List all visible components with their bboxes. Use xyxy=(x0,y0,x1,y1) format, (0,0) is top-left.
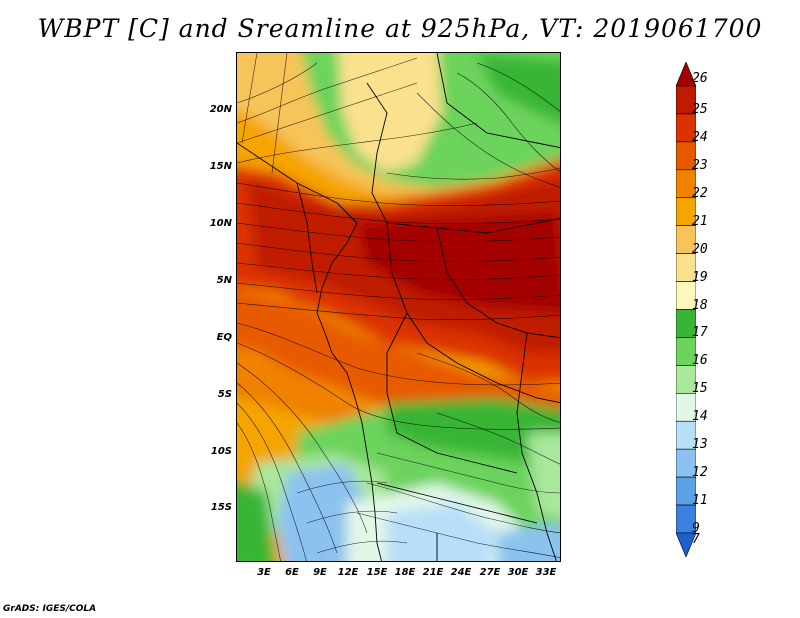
colorbar xyxy=(676,62,696,557)
colorbar-seg-17 xyxy=(676,532,696,557)
wbpt-map xyxy=(237,53,560,561)
colorbar-label: 14 xyxy=(692,409,708,425)
lon-label-18e: 18E xyxy=(394,567,416,578)
lon-label-9e: 9E xyxy=(313,567,327,578)
colorbar-label: 7 xyxy=(692,532,700,547)
lon-label-30e: 30E xyxy=(507,567,529,578)
lat-label-15s: 15S xyxy=(210,502,232,513)
lon-label-27e: 27E xyxy=(479,567,501,578)
lat-label-10n: 10N xyxy=(209,218,232,229)
colorbar-label: 12 xyxy=(692,465,708,481)
lon-label-21e: 21E xyxy=(422,567,444,578)
colorbar-label: 13 xyxy=(692,437,708,453)
colorbar-label: 16 xyxy=(692,353,708,369)
colorbar-label: 11 xyxy=(692,493,708,509)
streamlines xyxy=(237,53,560,561)
colorbar-label: 24 xyxy=(692,129,708,145)
colorbar-label: 20 xyxy=(692,241,708,257)
colorbar-label: 23 xyxy=(692,157,708,173)
colorbar-label: 25 xyxy=(692,101,708,117)
colorbar-label: 15 xyxy=(692,381,708,397)
lat-label-10s: 10S xyxy=(210,446,232,457)
colorbar-label: 18 xyxy=(692,297,708,313)
lon-label-3e: 3E xyxy=(257,567,271,578)
colorbar-label: 19 xyxy=(692,269,708,285)
lon-label-24e: 24E xyxy=(450,567,472,578)
lat-label-20n: 20N xyxy=(209,104,232,115)
chart-title: WBPT [C] and Sreamline at 925hPa, VT: 20… xyxy=(37,14,763,43)
map-panel xyxy=(236,52,561,562)
grads-credit: GrADS: IGES/COLA xyxy=(3,604,97,614)
lon-label-33e: 33E xyxy=(535,567,557,578)
lon-label-15e: 15E xyxy=(366,567,388,578)
country-borders xyxy=(237,53,560,561)
colorbar-label: 22 xyxy=(692,185,708,201)
lat-label-5s: 5S xyxy=(217,389,232,400)
lat-label-eq: EQ xyxy=(216,332,232,343)
lon-label-6e: 6E xyxy=(285,567,299,578)
colorbar-label: 17 xyxy=(692,325,708,341)
colorbar-label: 21 xyxy=(692,213,708,229)
lat-label-15n: 15N xyxy=(209,161,232,172)
lon-label-12e: 12E xyxy=(337,567,359,578)
colorbar-label: 9 xyxy=(692,521,700,536)
colorbar-label: 26 xyxy=(692,71,708,86)
lat-label-5n: 5N xyxy=(216,275,232,286)
